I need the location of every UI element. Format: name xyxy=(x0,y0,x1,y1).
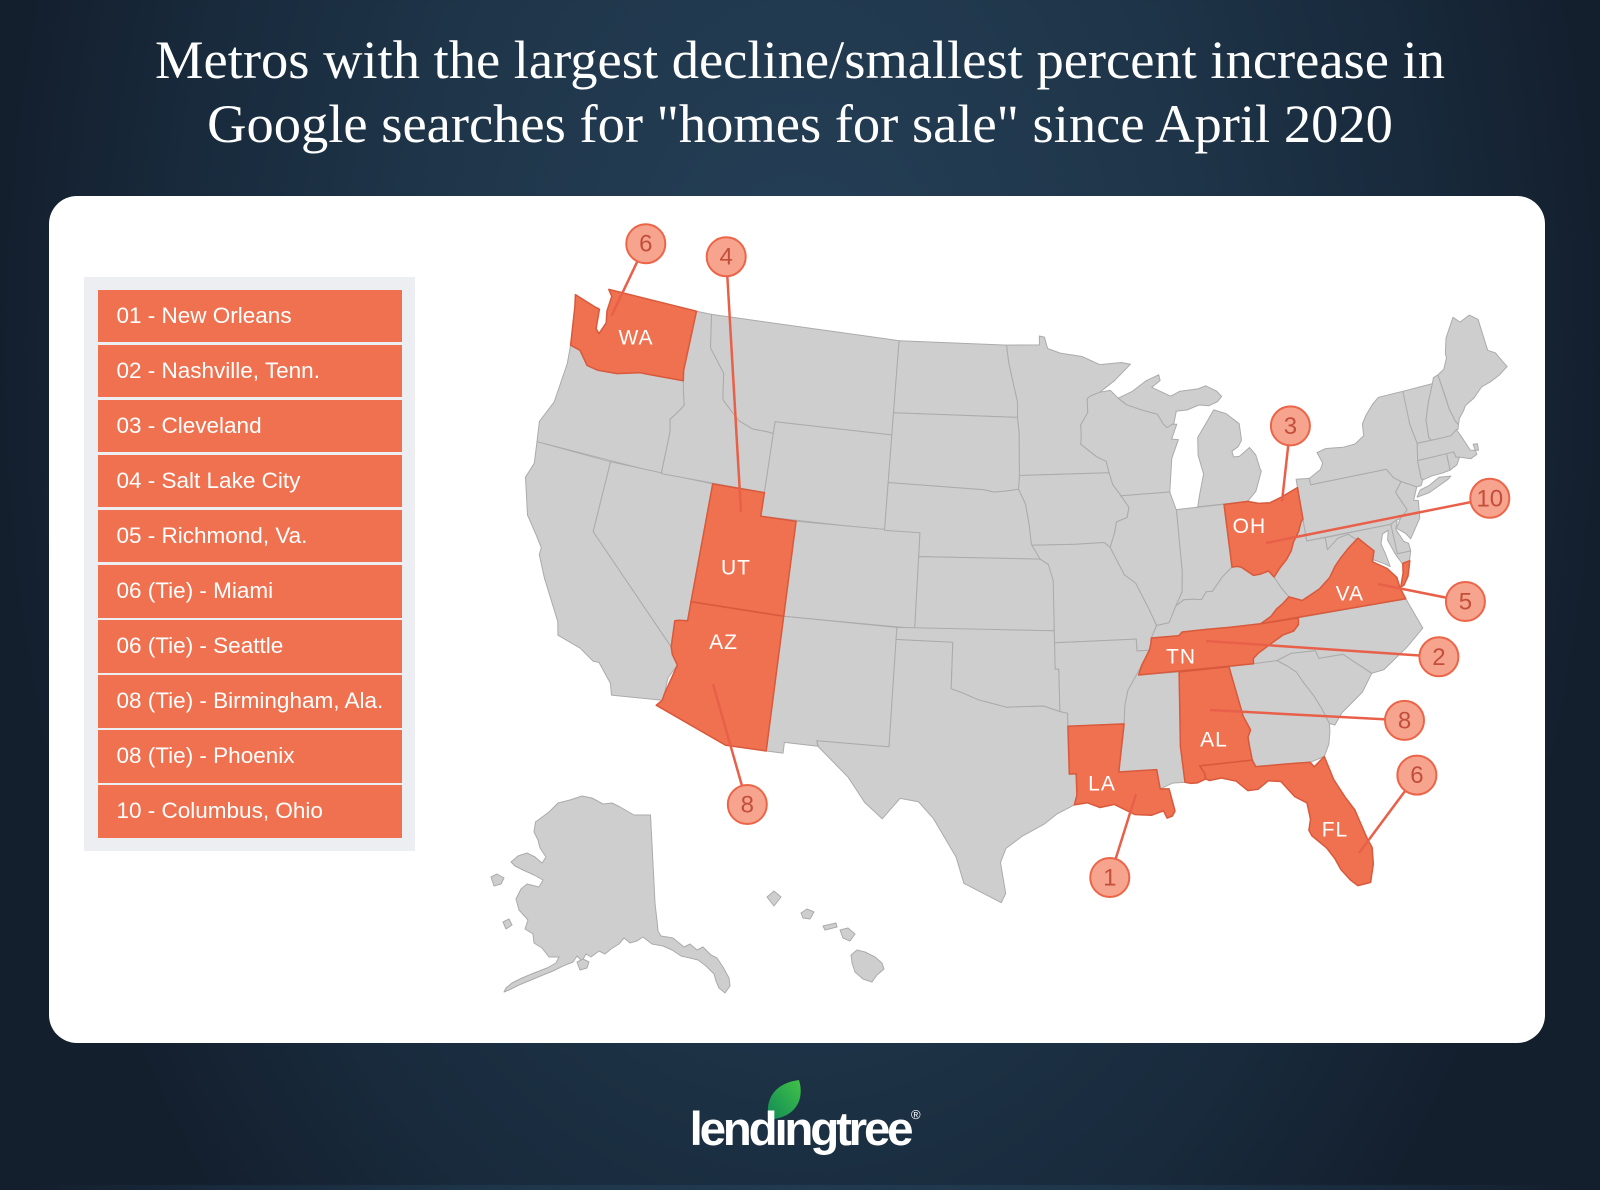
svg-text:8: 8 xyxy=(741,792,754,819)
svg-text:AL: AL xyxy=(1200,729,1228,752)
svg-text:WA: WA xyxy=(618,327,653,350)
svg-text:UT: UT xyxy=(721,557,751,580)
svg-text:2: 2 xyxy=(1432,644,1445,671)
svg-text:VA: VA xyxy=(1336,582,1364,605)
svg-text:TN: TN xyxy=(1166,646,1196,669)
svg-text:5: 5 xyxy=(1459,589,1472,616)
svg-text:6: 6 xyxy=(639,231,652,258)
svg-text:3: 3 xyxy=(1284,413,1297,440)
svg-text:1: 1 xyxy=(1103,865,1116,892)
svg-text:4: 4 xyxy=(720,244,733,271)
svg-text:®: ® xyxy=(911,1107,921,1122)
svg-text:OH: OH xyxy=(1233,515,1267,538)
svg-text:8: 8 xyxy=(1398,707,1411,734)
svg-text:LA: LA xyxy=(1088,773,1116,796)
svg-text:lendıngtree: lendıngtree xyxy=(690,1103,913,1156)
svg-text:AZ: AZ xyxy=(709,631,738,654)
svg-text:10: 10 xyxy=(1476,485,1503,512)
svg-text:6: 6 xyxy=(1410,762,1423,789)
svg-text:FL: FL xyxy=(1322,819,1349,842)
